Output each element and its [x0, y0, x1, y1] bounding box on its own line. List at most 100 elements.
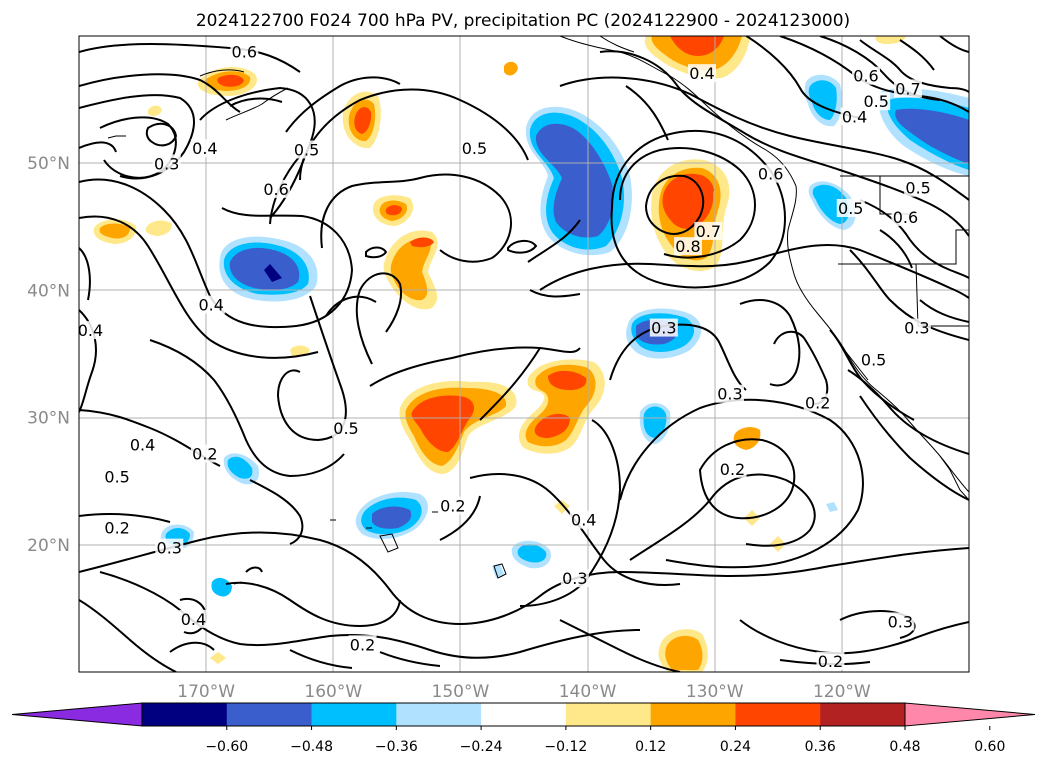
contour-label-bg [332, 419, 360, 438]
contour-label: 0.3 [888, 612, 913, 631]
contour-label-bg [103, 467, 132, 486]
lon-tick-label: 150°W [432, 682, 490, 702]
contour-label: 0.4 [192, 139, 217, 158]
contour-label-bg [886, 612, 915, 631]
contour-label-bg [569, 510, 598, 529]
contour-label-bg [460, 139, 489, 158]
contour-label: 0.2 [805, 394, 830, 413]
contour-label-bg [715, 384, 744, 403]
contour-label: 0.5 [861, 350, 886, 369]
contour-label: 0.4 [181, 610, 206, 629]
contour-label-bg [893, 79, 922, 98]
contour-label-bg [688, 64, 716, 83]
colorbar-segment [396, 703, 482, 726]
contour-label: 0.4 [571, 511, 596, 530]
contour-label-bg [840, 107, 869, 126]
contour-label: 0.3 [157, 539, 182, 558]
contour-label-bg [816, 651, 845, 670]
contour-label: 0.4 [78, 321, 103, 340]
coastlines [107, 36, 969, 585]
colorbar-segment [820, 703, 906, 726]
contour-label: 0.2 [720, 460, 745, 479]
contour-label: 0.7 [895, 79, 920, 98]
contour-label: 0.6 [758, 165, 783, 184]
colorbar-extend-low [11, 702, 143, 727]
contour-label: 0.5 [104, 467, 129, 486]
contour-label: 0.3 [904, 319, 929, 338]
contour-label-bg [902, 318, 931, 337]
contour-label-bg [756, 164, 785, 183]
colorbar-outline [141, 702, 906, 727]
contour-label: 0.7 [696, 222, 721, 241]
contour-label-bg [348, 635, 377, 654]
contour-label: 0.3 [154, 154, 179, 173]
contour-label-bg [859, 350, 888, 369]
contour-label-bg [197, 295, 226, 314]
colorbar-tick-label: 0.60 [974, 739, 1005, 755]
contour-label: 0.4 [199, 296, 224, 315]
contour-label: 0.4 [130, 436, 155, 455]
colorbar-tick-label: −0.12 [544, 739, 587, 755]
longitude-axis: 170°W 160°W 150°W 140°W 130°W 120°W [177, 682, 871, 702]
colorbar-tick-label: 0.12 [635, 739, 666, 755]
colorbar-tick-label: 0.36 [805, 739, 836, 755]
precip-positive-shading [93, 36, 906, 672]
colorbar-segment [650, 703, 736, 726]
contour-label-bg [694, 221, 723, 240]
contour-label: 0.3 [717, 385, 742, 404]
contour-label-bg [128, 435, 157, 454]
contour-label: 0.2 [350, 635, 375, 654]
contour-label-bg [803, 393, 832, 412]
contour-label: 0.6 [263, 180, 288, 199]
contour-label: 0.2 [440, 497, 465, 516]
contour-label: 0.5 [333, 419, 358, 438]
lon-tick-label: 170°W [177, 682, 235, 702]
contour-label: 0.3 [562, 569, 587, 588]
contour-label-bg [262, 179, 291, 198]
contour-label: 0.5 [838, 199, 863, 218]
lon-tick-label: 140°W [559, 682, 617, 702]
contour-label-bg [438, 496, 467, 515]
contour-label-bg [891, 207, 920, 226]
colorbar-segment [565, 703, 652, 726]
contour-label: 0.5 [863, 92, 888, 111]
contour-label-bg [103, 518, 132, 537]
contour-labels: 0.60.40.30.50.60.50.40.40.50.20.40.50.20… [78, 42, 933, 671]
colorbar-segment [481, 703, 567, 726]
colorbar: −0.60 −0.48 −0.36 −0.24 −0.12 0.12 0.24 0.36 0.4… [11, 702, 1036, 755]
contour-label-bg [674, 237, 703, 256]
colorbar-tick-label: 0.24 [720, 739, 751, 755]
lat-tick-label: 20°N [27, 536, 70, 556]
lon-tick-label: 130°W [686, 682, 744, 702]
colorbar-tick-label: −0.36 [375, 739, 418, 755]
contour-label: 0.4 [842, 107, 867, 126]
contour-label-bg [560, 569, 589, 588]
contour-label-bg [836, 198, 865, 217]
colorbar-tick-label: −0.60 [205, 739, 248, 755]
contour-label: 0.6 [853, 67, 878, 86]
lat-tick-label: 40°N [27, 281, 70, 301]
map-background [79, 36, 969, 672]
lon-tick-label: 120°W [813, 682, 871, 702]
contour-label: 0.5 [462, 139, 487, 158]
lon-tick-label: 160°W [304, 682, 362, 702]
contour-label: 0.5 [294, 140, 319, 159]
colorbar-tick-label: −0.24 [460, 739, 503, 755]
contour-label-bg [852, 66, 881, 85]
colorbar-segment [226, 703, 313, 726]
contour-label: 0.3 [651, 319, 676, 338]
contour-label-bg [230, 42, 259, 61]
contour-label-bg [904, 178, 933, 197]
lat-tick-label: 50°N [27, 154, 70, 174]
contour-label-bg [155, 538, 184, 557]
contour-label: 0.2 [818, 652, 843, 671]
colorbar-segment [142, 703, 228, 726]
colorbar-tick-label: 0.48 [889, 739, 920, 755]
colorbar-extend-high [904, 702, 1036, 727]
contour-label-bg [862, 92, 891, 111]
contour-label: 0.6 [232, 43, 257, 62]
contour-label-bg [649, 318, 678, 337]
lat-tick-label: 30°N [27, 409, 70, 429]
colorbar-tick-label: −0.48 [290, 739, 333, 755]
